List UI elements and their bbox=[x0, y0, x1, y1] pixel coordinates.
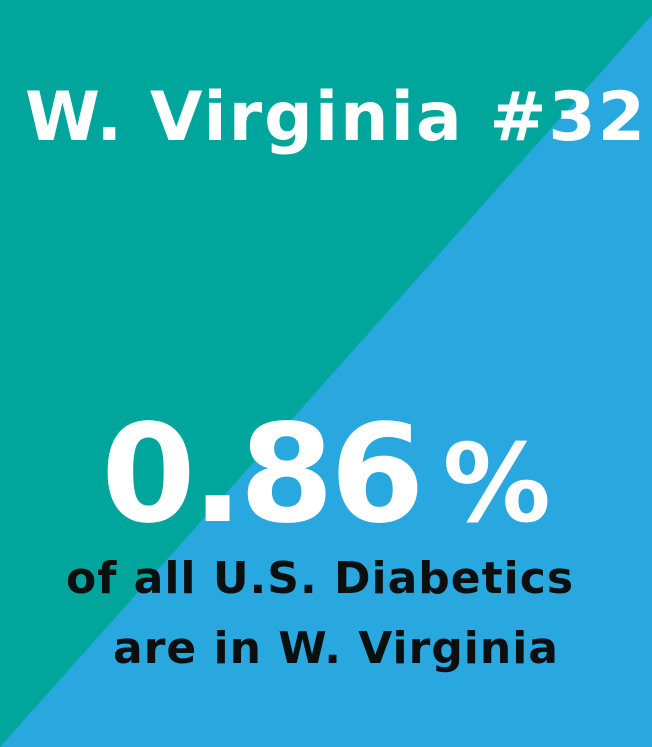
stat-unit: % bbox=[442, 422, 551, 547]
stat-value: 0.86 bbox=[101, 396, 425, 554]
caption-line-2: are in W. Virginia bbox=[113, 623, 559, 674]
caption-line-1: of all U.S. Diabetics bbox=[65, 553, 575, 604]
percentage-stat: 0.86% bbox=[0, 405, 652, 586]
state-rank-title: W. Virginia #32 bbox=[24, 78, 648, 157]
